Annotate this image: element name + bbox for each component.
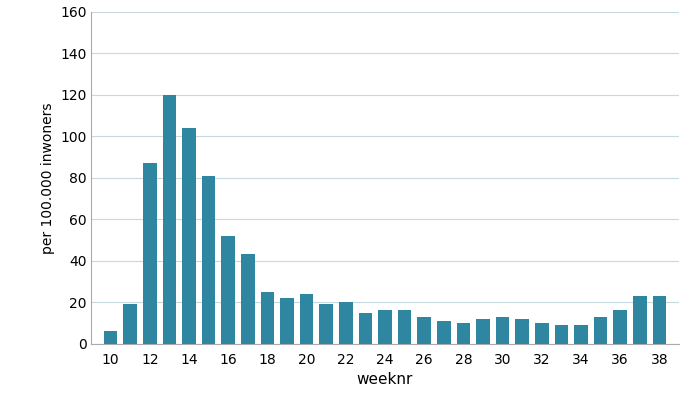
X-axis label: weeknr: weeknr [357, 372, 413, 387]
Bar [378, 310, 392, 344]
Bar [319, 304, 333, 344]
Bar [162, 95, 176, 344]
Bar [417, 317, 431, 344]
Bar [594, 317, 608, 344]
Bar [398, 310, 412, 344]
Bar [633, 296, 647, 344]
Bar [515, 319, 529, 344]
Bar [437, 321, 451, 344]
Bar [476, 319, 490, 344]
Bar [554, 325, 568, 344]
Bar [339, 302, 353, 344]
Bar [123, 304, 137, 344]
Bar [358, 312, 372, 344]
Bar [574, 325, 588, 344]
Bar [496, 317, 510, 344]
Bar [202, 176, 216, 344]
Bar [280, 298, 294, 344]
Bar [300, 294, 314, 344]
Bar [221, 236, 235, 344]
Bar [535, 323, 549, 344]
Bar [104, 331, 118, 344]
Bar [260, 292, 274, 344]
Bar [613, 310, 627, 344]
Bar [241, 254, 255, 344]
Bar [652, 296, 666, 344]
Bar [182, 128, 196, 344]
Y-axis label: per 100.000 inwoners: per 100.000 inwoners [41, 102, 55, 254]
Bar [143, 163, 157, 344]
Bar [456, 323, 470, 344]
